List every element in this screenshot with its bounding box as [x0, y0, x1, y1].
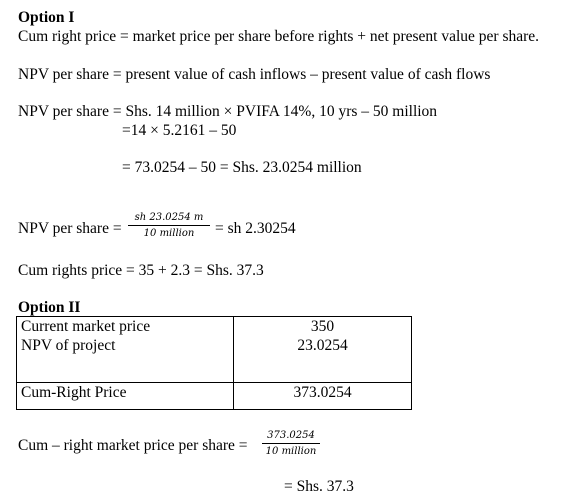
- cum-right-market-price-label: Cum – right market price per share =: [18, 437, 248, 454]
- option-2-table: Current market price NPV of project 350 …: [16, 316, 412, 410]
- table-cell-labels: Current market price NPV of project: [16, 316, 234, 383]
- fraction-bar: [262, 443, 320, 444]
- table-row: Cum-Right Price 373.0254: [16, 382, 412, 410]
- option-2-heading: Option II: [18, 299, 81, 316]
- current-market-price-label: Current market price: [21, 318, 151, 335]
- cum-rights-price-result: Cum rights price = 35 + 2.3 = Shs. 37.3: [18, 262, 264, 279]
- npv-calculation-step-2: =14 × 5.2161 – 50: [122, 122, 237, 139]
- cum-right-price-value: 373.0254: [233, 382, 412, 410]
- npv-per-share-definition: NPV per share = present value of cash in…: [18, 66, 491, 83]
- npv-calculation-step-3: = 73.0254 – 50 = Shs. 23.0254 million: [122, 159, 362, 176]
- fraction-denominator: 10 million: [265, 446, 317, 457]
- fraction-denominator: 10 million: [143, 228, 195, 239]
- table-row: Current market price NPV of project 350 …: [16, 316, 412, 383]
- cum-right-price-definition: Cum right price = market price per share…: [18, 28, 540, 45]
- final-cum-right-price: = Shs. 37.3: [284, 478, 354, 495]
- npv-per-share-fraction: sh 23.0254 m 10 million: [128, 211, 210, 240]
- cum-right-price-label: Cum-Right Price: [16, 382, 234, 410]
- npv-of-project-value: 23.0254: [297, 337, 348, 354]
- fraction-numerator: 373.0254: [267, 430, 315, 441]
- npv-of-project-label: NPV of project: [21, 337, 116, 354]
- option-1-heading: Option I: [18, 9, 75, 26]
- cum-right-market-price-fraction: 373.0254 10 million: [262, 429, 320, 458]
- fraction-bar: [128, 225, 210, 226]
- npv-fraction-result: = sh 2.30254: [215, 220, 296, 237]
- fraction-numerator: sh 23.0254 m: [134, 212, 204, 223]
- npv-fraction-label: NPV per share =: [18, 220, 122, 237]
- current-market-price-value: 350: [310, 318, 335, 335]
- npv-per-share-calculation: NPV per share = Shs. 14 million × PVIFA …: [18, 103, 438, 120]
- table-cell-values: 350 23.0254: [233, 316, 412, 383]
